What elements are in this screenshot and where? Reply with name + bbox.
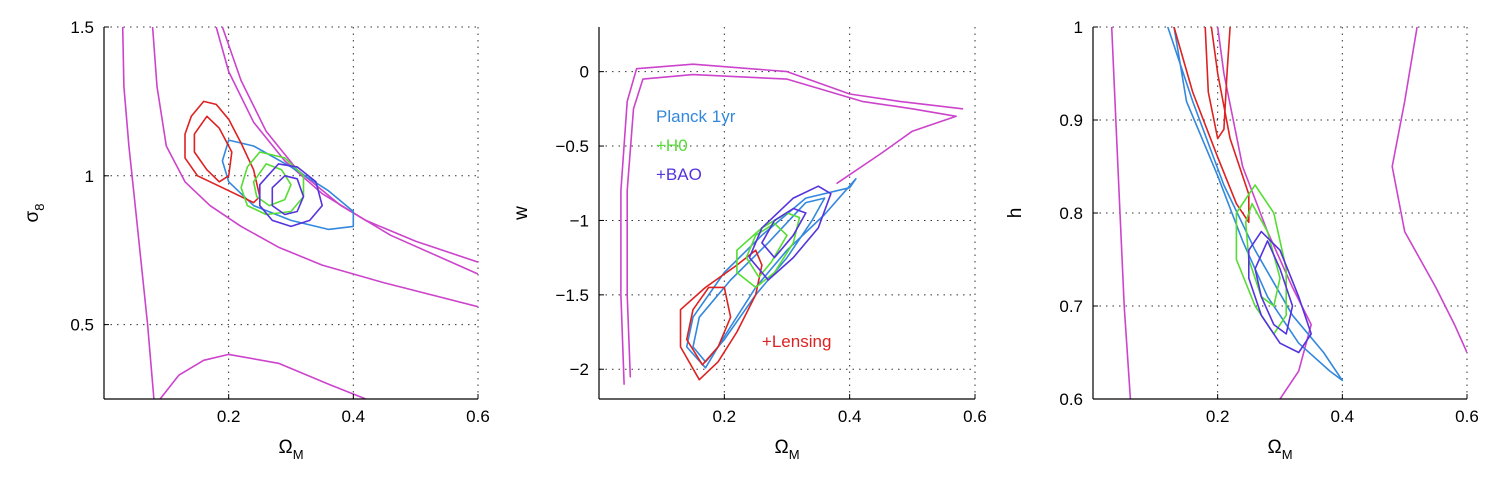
panel-omega-m-vs-w: ΩM w 0.2 0.4 0.6 0 −0.5 −1 −1.5 −2 Planck 1yr +H0… (511, 27, 987, 462)
contours (620, 63, 964, 385)
y-tick-label: 0.8 (1059, 204, 1083, 223)
y-tick-label: 1 (1074, 18, 1083, 37)
x-axis-label: ΩM (1267, 437, 1292, 462)
contour-planck-1yr-level-2 (1167, 27, 1344, 382)
x-tick-label: 0.2 (1206, 407, 1230, 426)
y-tick-label: 0 (580, 63, 589, 82)
x-tick-label: 0.4 (342, 407, 366, 426)
contour-lensing-level-2 (184, 100, 261, 204)
contour-lensing-level-1 (1391, 27, 1467, 354)
annotation-label: +Lensing (762, 332, 831, 351)
contour-lensing-level-2 (620, 63, 964, 385)
panel-omega-m-vs-sigma8: ΩM σ8 0.2 0.4 0.6 0.5 1 1.5 (22, 18, 490, 462)
x-tick-label: 0.4 (838, 407, 862, 426)
legend-entry: Planck 1yr (656, 107, 736, 126)
contour-bao-level-2 (1248, 230, 1312, 354)
contour-bao-level-1 (761, 207, 807, 259)
contour-planck-1yr-level-1 (692, 197, 826, 363)
contour-bao-level-1 (1254, 240, 1294, 335)
contour-lensing-level-1 (626, 73, 958, 378)
x-tick-label: 0.6 (466, 407, 490, 426)
grid (599, 27, 976, 399)
contour-lensing-level-1 (1204, 27, 1231, 140)
y-tick-label: 1.5 (70, 18, 94, 37)
y-tick-label: 0.5 (70, 316, 94, 335)
contour-lensing-level-2 (1173, 27, 1250, 224)
y-tick-label: −0.5 (555, 137, 589, 156)
y-axis-label: h (1005, 208, 1026, 219)
legend-entry: +BAO (656, 165, 702, 184)
contours (1110, 27, 1467, 399)
contour-lensing-level-1 (1216, 27, 1312, 399)
y-tick-label: 0.6 (1059, 390, 1083, 409)
contour-h0-level-1 (252, 163, 292, 207)
contour-lensing-level-2 (121, 27, 155, 399)
x-tick-label: 0.2 (713, 407, 737, 426)
x-tick-label: 0.2 (217, 407, 241, 426)
contour-lensing-level-1 (685, 286, 732, 366)
x-tick-label: 0.4 (1331, 407, 1355, 426)
contour-planck-1yr-level-1 (221, 139, 355, 231)
y-axis-label: σ8 (22, 204, 47, 223)
y-tick-label: −2 (570, 360, 589, 379)
contour-lensing-level-2 (1110, 27, 1132, 399)
x-axis-label: ΩM (774, 437, 799, 462)
contour-lensing-level-1 (151, 27, 478, 308)
contour-bao-level-2 (748, 185, 832, 281)
y-tick-label: 0.9 (1059, 111, 1083, 130)
y-axis-label: w (511, 206, 532, 221)
panel-omega-m-vs-h: ΩM h 0.2 0.4 0.6 0.6 0.7 0.8 0.9 1 (1005, 18, 1479, 462)
contour-bao-level-2 (258, 163, 324, 228)
y-tick-label: 0.7 (1059, 297, 1083, 316)
contour-lensing-level-2 (679, 249, 763, 381)
contour-lensing-level-1 (193, 115, 233, 183)
x-axis-label: ΩM (278, 437, 303, 462)
contour-h0-level-1 (745, 222, 788, 278)
contour-lensing-level-2 (159, 353, 367, 399)
x-tick-label: 0.6 (963, 407, 987, 426)
y-tick-label: 1 (85, 167, 94, 186)
x-tick-label: 0.6 (1455, 407, 1479, 426)
legend-entry: +H0 (656, 136, 688, 155)
y-tick-label: −1.5 (555, 286, 589, 305)
y-tick-label: −1 (570, 211, 589, 230)
contours (121, 27, 478, 399)
contour-bao-level-1 (271, 175, 305, 216)
